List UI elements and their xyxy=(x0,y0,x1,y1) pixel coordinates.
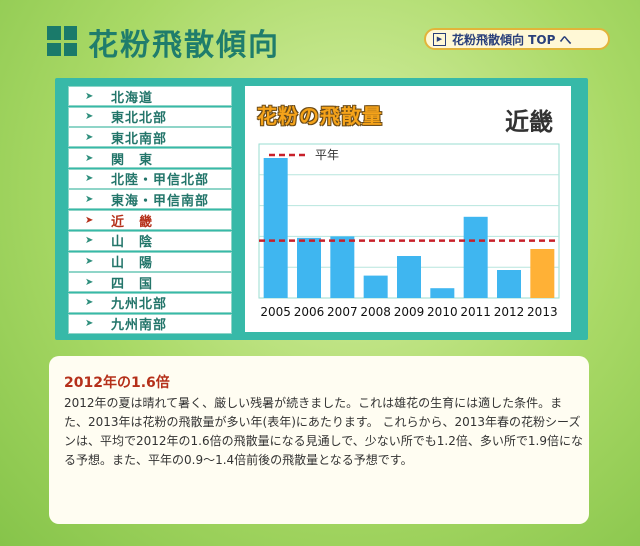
sidebar-item-label: 四 国 xyxy=(111,276,154,292)
sidebar-item-label: 東海・甲信南部 xyxy=(111,193,210,209)
sidebar-item-label: 東北南部 xyxy=(111,131,168,147)
sidebar-item-label: 山 陰 xyxy=(111,235,154,251)
pollen-bar-chart: 2005 2006 2007 2008 2009 2010 2011 2012 2013 平年 xyxy=(258,143,560,319)
sidebar-item-label: 北陸・甲信北部 xyxy=(111,173,210,189)
bar-2008 xyxy=(363,275,388,298)
arrow-icon: ➤ xyxy=(85,256,95,267)
top-link-button[interactable]: ▶ 花粉飛散傾向 TOP へ xyxy=(424,28,610,50)
legend-label: 平年 xyxy=(315,148,339,162)
top-link-label: 花粉飛散傾向 TOP へ xyxy=(452,32,572,47)
sidebar-item-label: 山 陽 xyxy=(111,256,154,271)
sidebar-item-3[interactable]: ➤ 関 東 xyxy=(68,148,232,169)
sidebar-item-5[interactable]: ➤ 東海・甲信南部 xyxy=(68,189,232,210)
arrow-icon: ➤ xyxy=(85,193,95,205)
sidebar-item-label: 東北北部 xyxy=(111,111,168,127)
sidebar-item-11[interactable]: ➤ 九州南部 xyxy=(68,313,232,334)
tick-label-2006: 2006 xyxy=(294,305,325,319)
description-box xyxy=(49,356,589,524)
arrow-icon: ➤ xyxy=(85,173,95,185)
bar-2013 xyxy=(530,249,555,298)
bar-2009 xyxy=(397,256,421,298)
sidebar-item-2[interactable]: ➤ 東北南部 xyxy=(68,127,232,148)
sidebar-item-8[interactable]: ➤ 山 陽 xyxy=(68,251,232,272)
sidebar-item-9[interactable]: ➤ 四 国 xyxy=(68,272,232,293)
bar-2011 xyxy=(463,216,488,298)
header: 花粉飛散傾向 ▶ 花粉飛散傾向 TOP へ xyxy=(0,0,640,70)
sidebar-item-label: 九州南部 xyxy=(111,318,168,334)
tick-label-2011: 2011 xyxy=(460,305,491,319)
sidebar-item-7[interactable]: ➤ 山 陰 xyxy=(68,230,232,251)
arrow-icon: ➤ xyxy=(85,152,95,164)
arrow-icon: ➤ xyxy=(85,235,95,247)
tick-label-2012: 2012 xyxy=(494,305,525,319)
bar-2007 xyxy=(330,236,355,298)
grid-logo-icon xyxy=(47,26,77,56)
description-title: 2012年の1.6倍 xyxy=(64,375,170,391)
sidebar-item-4[interactable]: ➤ 北陸・甲信北部 xyxy=(68,168,232,189)
tick-label-2007: 2007 xyxy=(327,305,358,319)
arrow-icon: ➤ xyxy=(85,90,95,102)
sidebar-item-10[interactable]: ➤ 九州北部 xyxy=(68,292,232,313)
tick-label-2009: 2009 xyxy=(394,305,425,319)
tick-label-2005: 2005 xyxy=(260,305,291,319)
tick-label-2008: 2008 xyxy=(360,305,391,319)
arrow-icon: ➤ xyxy=(85,297,95,309)
bar-2006 xyxy=(297,237,321,298)
play-icon: ▶ xyxy=(433,32,446,46)
arrow-icon: ➤ xyxy=(85,318,95,330)
sidebar-item-label: 北海道 xyxy=(111,90,154,106)
tick-label-2010: 2010 xyxy=(427,305,458,319)
bar-2005 xyxy=(263,158,288,298)
region-list: ➤ 北海道 ➤ 東北北部 ➤ 東北南部 ➤ 関 東 ➤ 北陸・甲信北部 ➤ 東海・甲信南部 ➤ 近 畿 ➤ 山… xyxy=(68,86,232,334)
sidebar-item-label: 九州北部 xyxy=(111,297,168,313)
sidebar-item-label: 関 東 xyxy=(111,152,154,168)
tick-label-2013: 2013 xyxy=(527,305,558,319)
description-body: 2012年の夏は晴れて暑く、厳しい残暑が続きました。これは雄花の生育には適した条… xyxy=(64,396,583,467)
bar-2010 xyxy=(430,288,455,298)
sidebar-item-6[interactable]: ➤ 近 畿 xyxy=(68,210,232,231)
sidebar-item-1[interactable]: ➤ 東北北部 xyxy=(68,106,232,127)
arrow-icon: ➤ xyxy=(85,276,95,288)
arrow-icon: ➤ xyxy=(85,131,95,143)
chart-region-label: 近畿 xyxy=(505,108,553,136)
arrow-icon: ➤ xyxy=(85,111,95,123)
chart-title: 花粉の飛散量 xyxy=(257,104,383,128)
bar-2012 xyxy=(497,270,521,298)
sidebar-item-0[interactable]: ➤ 北海道 xyxy=(68,86,232,106)
sidebar-item-label: 近 畿 xyxy=(111,214,154,230)
arrow-icon: ➤ xyxy=(85,214,95,226)
page-title: 花粉飛散傾向 xyxy=(88,28,280,63)
